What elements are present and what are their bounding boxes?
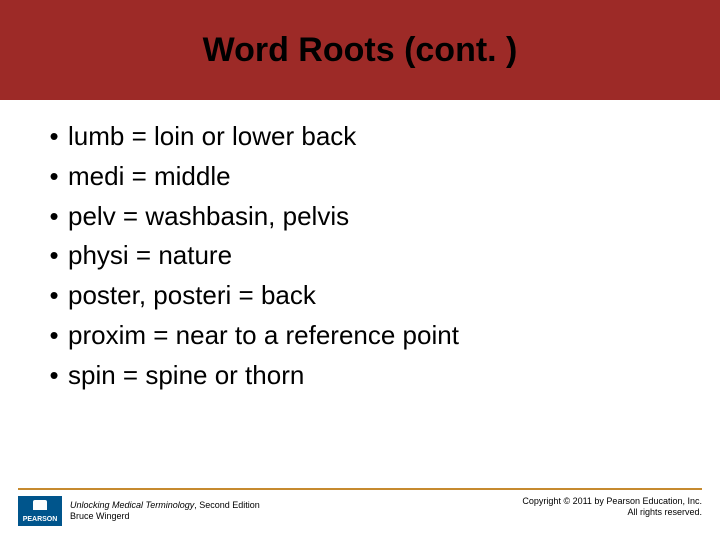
book-info: Unlocking Medical Terminology, Second Ed…: [70, 500, 260, 523]
book-title-line: Unlocking Medical Terminology, Second Ed…: [70, 500, 260, 511]
title-banner: Word Roots (cont. ): [0, 0, 720, 100]
slide-title: Word Roots (cont. ): [203, 31, 518, 70]
bullet-icon: •: [40, 200, 68, 234]
footer-row: PEARSON Unlocking Medical Terminology, S…: [18, 496, 702, 526]
list-item-text: poster, posteri = back: [68, 279, 316, 313]
list-item: •lumb = loin or lower back: [40, 120, 680, 154]
footer-right: Copyright © 2011 by Pearson Education, I…: [522, 496, 702, 519]
list-item: •proxim = near to a reference point: [40, 319, 680, 353]
copyright-line-1: Copyright © 2011 by Pearson Education, I…: [522, 496, 702, 507]
list-item: •poster, posteri = back: [40, 279, 680, 313]
bullet-icon: •: [40, 319, 68, 353]
book-edition: , Second Edition: [194, 500, 260, 510]
list-item-text: spin = spine or thorn: [68, 359, 304, 393]
footer-left: PEARSON Unlocking Medical Terminology, S…: [18, 496, 260, 526]
bullet-icon: •: [40, 279, 68, 313]
copyright-line-2: All rights reserved.: [522, 507, 702, 518]
list-item: •physi = nature: [40, 239, 680, 273]
book-author: Bruce Wingerd: [70, 511, 260, 522]
footer: PEARSON Unlocking Medical Terminology, S…: [0, 480, 720, 540]
list-item: •medi = middle: [40, 160, 680, 194]
list-item-text: physi = nature: [68, 239, 232, 273]
bullet-icon: •: [40, 120, 68, 154]
list-item-text: medi = middle: [68, 160, 231, 194]
pearson-logo-icon: PEARSON: [18, 496, 62, 526]
bullet-icon: •: [40, 359, 68, 393]
list-item-text: lumb = loin or lower back: [68, 120, 356, 154]
footer-rule: [18, 488, 702, 490]
book-title: Unlocking Medical Terminology: [70, 500, 194, 510]
list-item-text: pelv = washbasin, pelvis: [68, 200, 349, 234]
list-item: •pelv = washbasin, pelvis: [40, 200, 680, 234]
list-item-text: proxim = near to a reference point: [68, 319, 459, 353]
list-item: •spin = spine or thorn: [40, 359, 680, 393]
bullet-icon: •: [40, 160, 68, 194]
content-area: •lumb = loin or lower back•medi = middle…: [0, 100, 720, 393]
word-roots-list: •lumb = loin or lower back•medi = middle…: [40, 120, 680, 393]
bullet-icon: •: [40, 239, 68, 273]
